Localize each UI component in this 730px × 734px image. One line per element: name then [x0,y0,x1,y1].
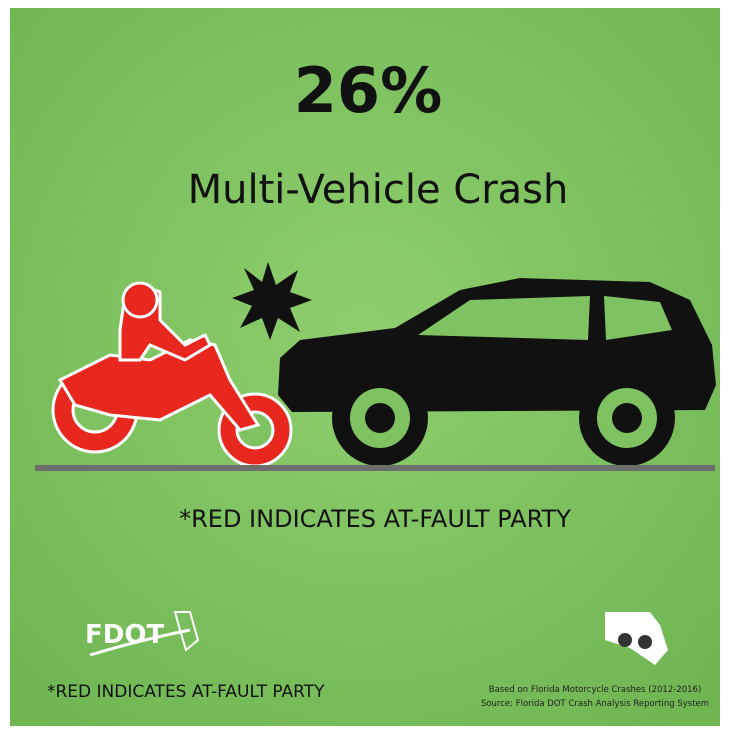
headline-stat: 26% [294,54,442,127]
source-line: Based on Florida Motorcycle Crashes (201… [489,685,702,695]
fault-note: *RED INDICATES AT-FAULT PARTY [179,505,571,533]
source-line: Source: Florida DOT Crash Analysis Repor… [481,699,709,709]
page: 26% Multi-Vehicle Crash *RED INDICATES A… [0,0,730,734]
footer-note: *RED INDICATES AT-FAULT PARTY [47,682,325,702]
headline-label: Multi-Vehicle Crash [188,167,569,213]
infographic: 26% Multi-Vehicle Crash *RED INDICATES A… [0,0,730,734]
road-line [35,465,715,471]
